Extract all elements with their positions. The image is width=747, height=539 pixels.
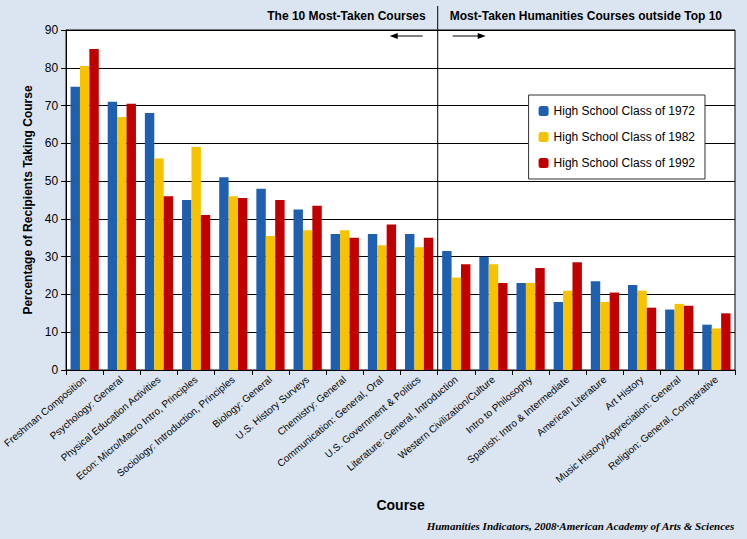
svg-text:0: 0 — [51, 363, 58, 377]
svg-text:Psychology: General: Psychology: General — [47, 373, 126, 442]
svg-text:Freshman Composition: Freshman Composition — [2, 373, 89, 449]
svg-text:60: 60 — [45, 136, 59, 150]
svg-text:The 10 Most-Taken Courses: The 10 Most-Taken Courses — [267, 9, 426, 23]
svg-text:20: 20 — [45, 287, 59, 301]
svg-text:90: 90 — [45, 23, 59, 37]
svg-text:70: 70 — [45, 99, 59, 113]
svg-text:Religion: General, Comparative: Religion: General, Comparative — [606, 374, 720, 472]
svg-text:Course: Course — [376, 497, 424, 513]
svg-text:High School Class of 1992: High School Class of 1992 — [554, 156, 696, 170]
svg-text:Literature: General, Introduct: Literature: General, Introduction — [344, 373, 460, 473]
svg-text:Econ: Micro/Macro Intro, Princ: Econ: Micro/Macro Intro, Principles — [73, 373, 200, 482]
svg-text:Sociology: Introduction, Princ: Sociology: Introduction, Principles — [114, 373, 237, 479]
svg-text:10: 10 — [45, 325, 59, 339]
svg-text:Music History/Appreciation: Ge: Music History/Appreciation: General — [553, 373, 683, 485]
svg-text:Intro to Philosophy: Intro to Philosophy — [464, 374, 535, 436]
svg-text:Humanities Indicators, 2008·Am: Humanities Indicators, 2008·American Aca… — [426, 520, 734, 532]
svg-text:40: 40 — [45, 212, 59, 226]
svg-text:High School Class of 1982: High School Class of 1982 — [554, 130, 696, 144]
svg-text:50: 50 — [45, 174, 59, 188]
svg-text:Art History: Art History — [602, 373, 646, 413]
svg-text:Chemistry: General: Chemistry: General — [275, 374, 348, 438]
svg-text:Most-Taken Humanities Courses: Most-Taken Humanities Courses outside To… — [450, 9, 723, 23]
svg-text:Communication: General, Oral: Communication: General, Oral — [275, 373, 386, 469]
svg-text:High School Class of 1972: High School Class of 1972 — [554, 104, 696, 118]
svg-text:American Literature: American Literature — [535, 374, 609, 439]
svg-text:U.S. Government & Politics: U.S. Government & Politics — [322, 373, 423, 461]
svg-text:80: 80 — [45, 61, 59, 75]
svg-text:Western Civilization/Culture: Western Civilization/Culture — [396, 373, 497, 462]
svg-text:Percentage of Recipients Takin: Percentage of Recipients Taking Course — [21, 85, 35, 314]
svg-text:Biology: General: Biology: General — [210, 373, 274, 430]
svg-text:Physical Education Activities: Physical Education Activities — [58, 373, 163, 464]
svg-text:Spanish: Intro & Intermediate: Spanish: Intro & Intermediate — [465, 373, 572, 466]
svg-text:30: 30 — [45, 250, 59, 264]
svg-text:U.S. History Surveys: U.S. History Surveys — [233, 373, 312, 442]
